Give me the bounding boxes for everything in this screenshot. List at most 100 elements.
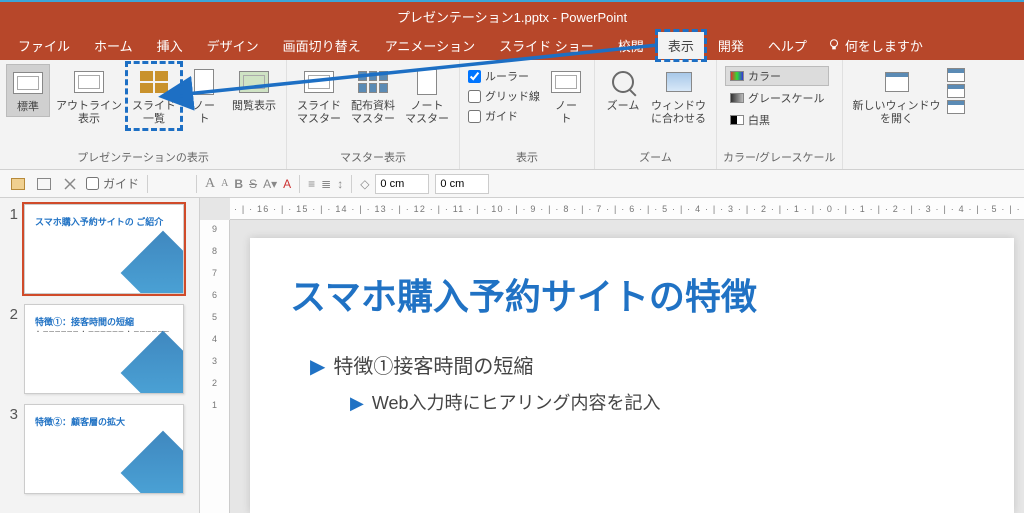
fit-window-button[interactable]: ウィンドウ に合わせる — [647, 64, 710, 128]
cascade-button[interactable] — [947, 84, 965, 98]
grayscale-swatch-icon — [730, 93, 744, 103]
slide-title[interactable]: スマホ購入予約サイトの特徴 — [290, 268, 974, 320]
qat-close-button[interactable] — [60, 174, 80, 194]
quick-access-toolbar: ガイド A A B S A▾ A ≡ ≣ ↕ ◇ — [0, 170, 1024, 198]
font-increase-icon[interactable]: A — [205, 176, 215, 192]
tab-transitions[interactable]: 画面切り替え — [273, 32, 371, 59]
group-label-show: 表示 — [466, 147, 588, 167]
group-window: 新しいウィンドウ を開く — [843, 60, 971, 169]
workspace: 1 スマホ購入予約サイトの ご紹介 2 特徴①：接客時間の短縮 ・ ーーーーーー… — [0, 198, 1024, 513]
group-label-window — [849, 151, 965, 167]
tab-view[interactable]: 表示 — [658, 32, 704, 59]
grayscale-mode-label: グレースケール — [748, 90, 824, 106]
thumbnail-number: 1 — [4, 204, 18, 223]
tab-home[interactable]: ホーム — [84, 32, 143, 59]
guides-checkbox[interactable]: ガイド — [468, 108, 540, 124]
bullet-icon: ▶ — [310, 356, 325, 378]
new-window-icon — [881, 66, 913, 98]
notes-master-icon — [411, 66, 443, 98]
line-spacing-button[interactable]: ↕ — [337, 177, 343, 191]
tab-insert[interactable]: 挿入 — [147, 32, 193, 59]
vertical-ruler: 9 8 7 6 5 4 3 2 1 — [200, 220, 230, 513]
tab-design[interactable]: デザイン — [197, 32, 269, 59]
bullets-button[interactable]: ≣ — [321, 177, 331, 191]
bw-mode-button[interactable]: 白黒 — [725, 110, 829, 130]
thumbnail-number: 3 — [4, 404, 18, 423]
highlight-button[interactable]: A — [283, 177, 291, 191]
menu-bar: ファイル ホーム 挿入 デザイン 画面切り替え アニメーション スライド ショー… — [0, 30, 1024, 60]
notes-page-label: ノー ト — [193, 100, 215, 126]
width-spinner[interactable] — [435, 174, 489, 194]
strike-button[interactable]: S — [249, 177, 257, 191]
zoom-label: ズーム — [607, 100, 640, 113]
notes-page-icon — [188, 66, 220, 98]
move-split-button[interactable] — [947, 100, 965, 114]
bold-button[interactable]: B — [234, 177, 243, 191]
notes-page-button[interactable]: ノー ト — [182, 64, 226, 128]
outline-view-button[interactable]: アウトライン 表示 — [52, 64, 126, 128]
font-decrease-icon[interactable]: A — [221, 178, 228, 189]
slide-sorter-label: スライド 一覧 — [132, 100, 176, 126]
slide-thumbnail-2[interactable]: 特徴①：接客時間の短縮 ・ ーーーーーー ・ ーーーーーー ・ ーーーーーー — [24, 304, 184, 394]
qat-btn-1[interactable] — [8, 174, 28, 194]
tab-slideshow[interactable]: スライド ショー — [489, 32, 604, 59]
slide-thumbnail-3[interactable]: 特徴②：顧客層の拡大 — [24, 404, 184, 494]
tab-animations[interactable]: アニメーション — [375, 32, 485, 59]
handout-master-label: 配布資料 マスター — [351, 100, 395, 126]
normal-view-label: 標準 — [17, 101, 39, 114]
arrange-all-button[interactable] — [947, 68, 965, 82]
shapes-button[interactable]: ◇ — [360, 177, 369, 191]
height-spinner[interactable] — [375, 174, 429, 194]
group-label-master-views: マスター表示 — [293, 147, 453, 167]
ruler-checkbox-input[interactable] — [468, 70, 481, 83]
ruler-checkbox-label: ルーラー — [485, 68, 529, 84]
slide-bullet-2[interactable]: ▶Web入力時にヒアリング内容を記入 — [350, 389, 974, 415]
new-window-button[interactable]: 新しいウィンドウ を開く — [849, 64, 945, 128]
thumbnail-row[interactable]: 2 特徴①：接客時間の短縮 ・ ーーーーーー ・ ーーーーーー ・ ーーーーーー — [4, 304, 195, 394]
outline-view-label: アウトライン 表示 — [56, 100, 122, 126]
tab-help[interactable]: ヘルプ — [758, 32, 817, 59]
tab-file[interactable]: ファイル — [8, 32, 80, 59]
qat-guides-label: ガイド — [103, 175, 139, 192]
slide-master-button[interactable]: スライド マスター — [293, 64, 345, 128]
qat-btn-2[interactable] — [34, 174, 54, 194]
tell-me-label: 何をしますか — [845, 36, 923, 55]
handout-master-button[interactable]: 配布資料 マスター — [347, 64, 399, 128]
tab-developer[interactable]: 開発 — [708, 32, 754, 59]
thumbnail-row[interactable]: 3 特徴②：顧客層の拡大 — [4, 404, 195, 494]
group-show: ルーラー グリッド線 ガイド ノー ト 表示 — [460, 60, 595, 169]
slide-master-label: スライド マスター — [297, 100, 341, 126]
tell-me-search[interactable]: 何をしますか — [827, 36, 923, 55]
zoom-button[interactable]: ズーム — [601, 64, 645, 115]
grayscale-mode-button[interactable]: グレースケール — [725, 88, 829, 108]
color-mode-button[interactable]: カラー — [725, 66, 829, 86]
thumbnail-row[interactable]: 1 スマホ購入予約サイトの ご紹介 — [4, 204, 195, 294]
reading-view-button[interactable]: 閲覧表示 — [228, 64, 280, 115]
group-presentation-views: 標準 アウトライン 表示 スライド 一覧 ノー ト 閲覧表示 プレゼンテーション… — [0, 60, 287, 169]
slide-thumbnail-1[interactable]: スマホ購入予約サイトの ご紹介 — [24, 204, 184, 294]
tab-review[interactable]: 校閲 — [608, 32, 654, 59]
slide-bullet-1[interactable]: ▶特徴①接客時間の短縮 — [310, 350, 974, 379]
guides-checkbox-label: ガイド — [485, 108, 518, 124]
bw-swatch-icon — [730, 115, 744, 125]
align-left-button[interactable]: ≡ — [308, 177, 315, 191]
notes-master-label: ノート マスター — [405, 100, 449, 126]
notes-button[interactable]: ノー ト — [544, 64, 588, 128]
group-zoom: ズーム ウィンドウ に合わせる ズーム — [595, 60, 717, 169]
slide-sorter-button[interactable]: スライド 一覧 — [128, 64, 180, 128]
qat-guides-checkbox[interactable]: ガイド — [86, 175, 139, 192]
slide-canvas[interactable]: スマホ購入予約サイトの特徴 ▶特徴①接客時間の短縮 ▶Web入力時にヒアリング内… — [250, 238, 1014, 513]
notes-master-button[interactable]: ノート マスター — [401, 64, 453, 128]
fit-window-label: ウィンドウ に合わせる — [651, 100, 706, 126]
reading-view-icon — [238, 66, 270, 98]
font-color-button[interactable]: A▾ — [263, 177, 277, 191]
gridlines-checkbox[interactable]: グリッド線 — [468, 88, 540, 104]
ruler-checkbox[interactable]: ルーラー — [468, 68, 540, 84]
guides-checkbox-input[interactable] — [468, 110, 481, 123]
gridlines-checkbox-input[interactable] — [468, 90, 481, 103]
qat-guides-input[interactable] — [86, 177, 99, 190]
slide-editor: · | · 16 · | · 15 · | · 14 · | · 13 · | … — [200, 198, 1024, 513]
fit-window-icon — [663, 66, 695, 98]
normal-view-button[interactable]: 標準 — [6, 64, 50, 117]
thumbnail-title: 特徴②：顧客層の拡大 — [25, 405, 183, 430]
